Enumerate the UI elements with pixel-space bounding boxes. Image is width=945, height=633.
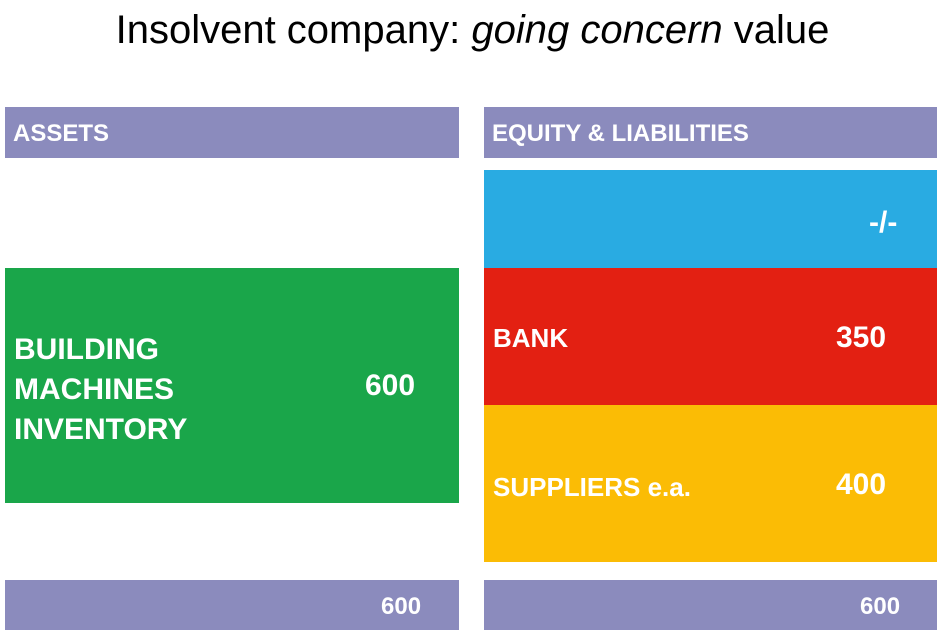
asset-item: BUILDING: [14, 333, 159, 366]
bank-label: BANK: [493, 323, 569, 353]
assets-value: 600: [365, 369, 416, 402]
assets-box: BUILDING MACHINES INVENTORY 600: [5, 268, 459, 503]
equity-total-bar: 600: [484, 580, 937, 630]
suppliers-label: SUPPLIERS e.a.: [493, 472, 691, 502]
suppliers-box: SUPPLIERS e.a. 400: [484, 405, 937, 562]
asset-item: INVENTORY: [14, 413, 188, 446]
bank-box: BANK 350: [484, 268, 937, 405]
equity-total: 600: [860, 593, 901, 620]
equity-header: EQUITY & LIABILITIES: [492, 120, 749, 147]
asset-item: MACHINES: [14, 373, 175, 406]
title-emphasis: going concern: [471, 8, 723, 52]
assets-total: 600: [381, 593, 422, 620]
asset-items: BUILDING MACHINES INVENTORY: [14, 330, 187, 450]
equity-value: -/-: [869, 206, 898, 239]
bank-value: 350: [836, 321, 887, 354]
equity-header-bar: EQUITY & LIABILITIES: [484, 107, 937, 158]
suppliers-value: 400: [836, 468, 887, 501]
equity-box: -/-: [484, 170, 937, 268]
assets-header: ASSETS: [13, 120, 110, 147]
title-prefix: Insolvent company:: [115, 8, 472, 52]
title: Insolvent company: going concern value: [0, 8, 945, 53]
assets-header-bar: ASSETS: [5, 107, 459, 158]
assets-total-bar: 600: [5, 580, 459, 630]
title-suffix: value: [722, 8, 830, 52]
